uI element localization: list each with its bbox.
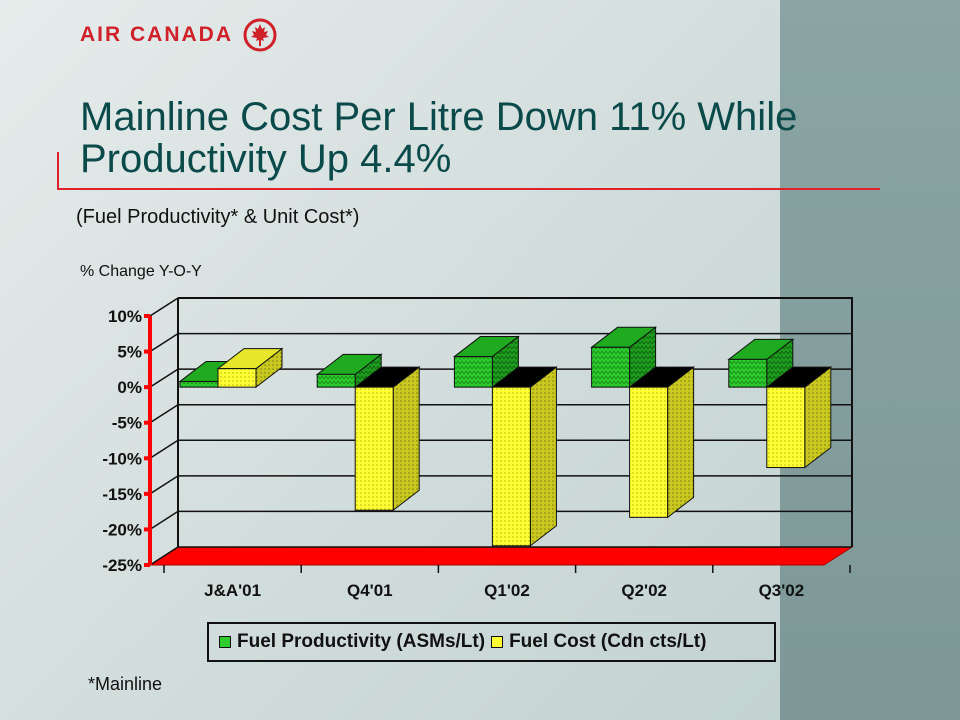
bar-cost (628, 366, 696, 519)
bar-cost (353, 366, 421, 512)
title-line-1: Mainline Cost Per Litre Down 11% While (80, 95, 798, 139)
logo-text: AIR CANADA (80, 23, 233, 46)
gridline-diagonal (149, 332, 179, 353)
chart-axes: 10% 5% 0% -5% -10% -15% -20% -25% J&A'01 Q4'01 Q1'… (102, 307, 851, 600)
background-band (780, 0, 960, 720)
bar-front (629, 386, 669, 518)
y-axis-label: % Change Y-O-Y (80, 263, 202, 280)
x-tick-label: Q1'02 (484, 581, 530, 600)
air-canada-logo: AIR CANADA (80, 18, 277, 52)
bar-side (667, 366, 695, 519)
chart-legend: Fuel Productivity (ASMs/Lt) Fuel Cost (C… (207, 622, 776, 662)
title-line-2: Productivity Up 4.4% (80, 137, 452, 181)
bar-front (766, 386, 806, 469)
footnote: *Mainline (88, 674, 163, 694)
y-tick-label: -5% (112, 414, 142, 433)
slide-title: Mainline Cost Per Litre Down 11% While P… (80, 96, 880, 180)
bar-side (392, 366, 420, 512)
legend-item-cost: Fuel Cost (Cdn cts/Lt) (491, 631, 706, 653)
bar-cost (490, 366, 558, 547)
bar-cost (216, 347, 284, 389)
x-tick-label: J&A'01 (204, 581, 261, 600)
bar-front (316, 373, 356, 388)
gridline-diagonal (149, 510, 179, 531)
y-tick-label: -25% (102, 556, 142, 575)
x-tick-label: Q4'01 (347, 581, 393, 600)
bar-front (491, 386, 531, 547)
y-tick-label: -15% (102, 485, 142, 504)
bar-front (591, 346, 631, 388)
bar-front (728, 358, 768, 388)
y-tick-label: 0% (117, 378, 142, 397)
bar-front (179, 380, 219, 388)
bar-productivity (590, 326, 658, 389)
gridline-diagonal (149, 368, 179, 388)
y-tick-label: -10% (102, 449, 142, 468)
legend-label-cost: Fuel Cost (Cdn cts/Lt) (509, 631, 707, 652)
bar-productivity (452, 335, 520, 389)
x-tick-label: Q2'02 (621, 581, 667, 600)
title-rule-horizontal (57, 188, 880, 190)
y-tick-label: 10% (108, 307, 142, 326)
y-tick-label: -20% (102, 520, 142, 539)
legend-swatch-yellow (491, 636, 504, 648)
gridline-diagonal (149, 297, 179, 317)
slide-subtitle: (Fuel Productivity* & Unit Cost*) (76, 206, 360, 228)
gridline-diagonal (149, 439, 179, 459)
bar-front (217, 368, 257, 388)
chart-bars (178, 326, 833, 547)
chart-floor (148, 546, 854, 566)
bar-front (453, 356, 493, 388)
bar-front (354, 386, 394, 511)
bar-side (529, 366, 557, 547)
bar-productivity (727, 338, 795, 389)
legend-label-productivity: Fuel Productivity (ASMs/Lt) (237, 631, 486, 652)
legend-swatch-green (219, 636, 231, 648)
maple-leaf-roundel-icon (243, 18, 277, 52)
bar-productivity (315, 353, 383, 389)
title-rule-vertical (57, 152, 59, 190)
gridline-diagonal (149, 404, 179, 424)
gridline-diagonal (149, 475, 179, 495)
bar-cost (765, 366, 833, 469)
x-tick-label: Q3'02 (759, 581, 805, 600)
legend-item-productivity: Fuel Productivity (ASMs/Lt) (219, 631, 485, 653)
y-tick-label: 5% (117, 343, 142, 362)
gridline-diagonal (149, 546, 179, 566)
